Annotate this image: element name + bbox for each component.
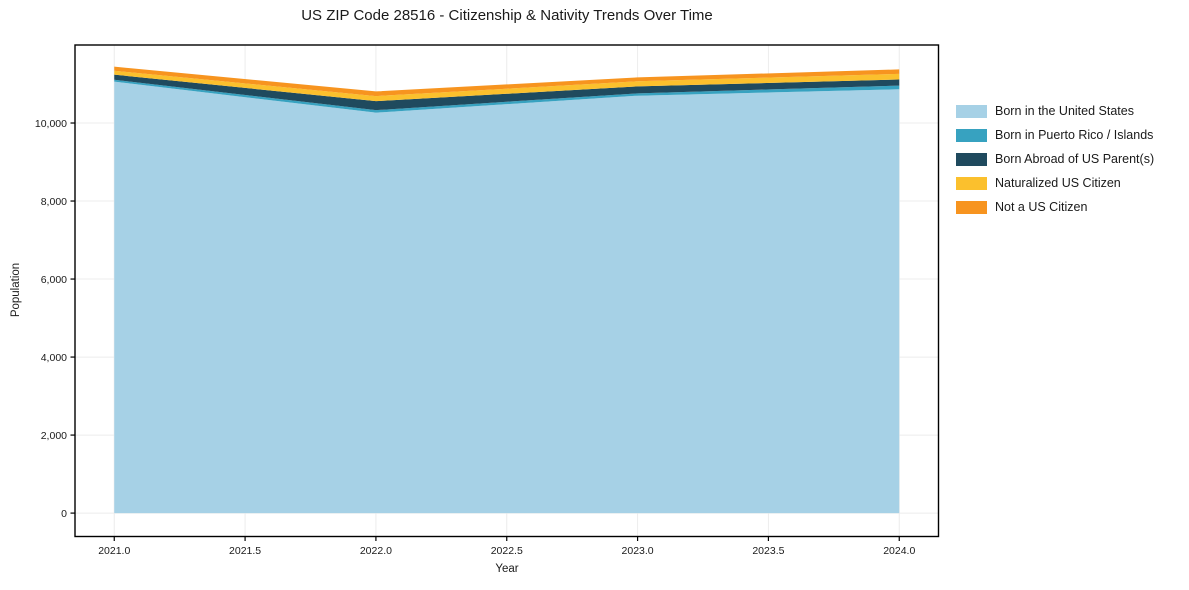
area-series-born-in-puerto-rico-islands — [114, 79, 900, 113]
area-series-born-in-the-united-states — [114, 81, 900, 514]
legend-label: Naturalized US Citizen — [995, 176, 1121, 190]
area-series-born-abroad-of-us-parent-s — [114, 74, 900, 111]
legend-item: Born in Puerto Rico / Islands — [956, 128, 1154, 142]
legend-swatch — [956, 104, 987, 118]
legend-item: Born Abroad of US Parent(s) — [956, 152, 1154, 166]
legend: Born in the United States Born in Puerto … — [956, 104, 1154, 214]
y-tick-label: 2,000 — [41, 430, 67, 442]
y-tick-label: 6,000 — [41, 274, 67, 286]
y-tick-label: 8,000 — [41, 196, 67, 208]
legend-swatch — [956, 152, 987, 166]
legend-swatch — [956, 176, 987, 190]
legend-label: Born in the United States — [995, 104, 1134, 118]
x-tick-label: 2023.0 — [622, 545, 654, 557]
y-tick-label: 4,000 — [41, 352, 67, 364]
legend-label: Born Abroad of US Parent(s) — [995, 152, 1155, 166]
x-tick-label: 2021.5 — [229, 545, 261, 557]
legend-swatch — [956, 128, 987, 142]
legend-item: Naturalized US Citizen — [956, 176, 1154, 190]
legend-item: Born in the United States — [956, 104, 1154, 118]
legend-label: Born in Puerto Rico / Islands — [995, 128, 1154, 142]
y-tick-label: 0 — [61, 508, 67, 520]
x-tick-label: 2021.0 — [98, 545, 130, 557]
x-tick-label: 2022.5 — [491, 545, 523, 557]
legend-label: Not a US Citizen — [995, 200, 1088, 214]
chart-title: US ZIP Code 28516 - Citizenship & Nativi… — [301, 7, 713, 24]
x-tick-label: 2024.0 — [883, 545, 915, 557]
area-series-not-a-us-citizen — [114, 66, 900, 97]
area-series-naturalized-us-citizen — [114, 70, 900, 102]
legend-swatch — [956, 200, 987, 214]
y-axis-label: Population — [10, 262, 22, 318]
x-axis-label: Year — [495, 563, 519, 575]
x-tick-label: 2022.0 — [360, 545, 392, 557]
legend-item: Not a US Citizen — [956, 200, 1154, 214]
y-tick-label: 10,000 — [35, 118, 67, 130]
x-tick-label: 2023.5 — [752, 545, 784, 557]
